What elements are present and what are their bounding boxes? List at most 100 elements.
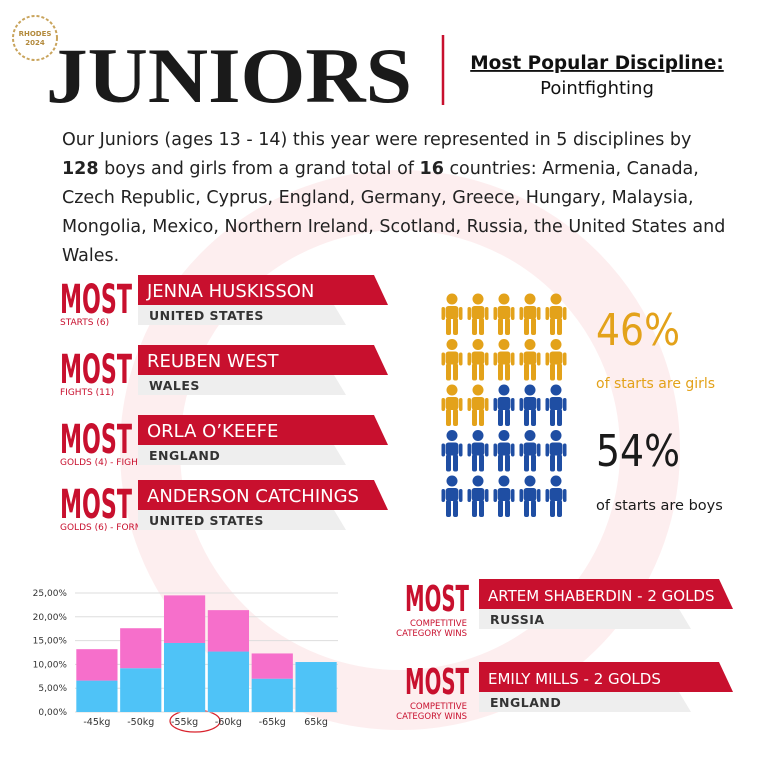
icon-head [524, 384, 536, 396]
icon-arm [563, 398, 567, 411]
icon-leg [505, 363, 510, 381]
icon-arm [493, 307, 497, 320]
icon-leg [550, 409, 555, 426]
icon-leg [498, 500, 503, 517]
icon-arm [459, 307, 463, 320]
discipline-label: Most Popular Discipline: [470, 53, 724, 74]
icon-body [471, 442, 485, 456]
bar [163, 642, 206, 712]
icon-arm [493, 398, 497, 411]
x-tick-label: -50kg [127, 717, 154, 728]
y-tick-label: 25,00% [33, 589, 68, 599]
icon-arm [537, 443, 541, 457]
bar [295, 662, 337, 712]
icon-arm [511, 443, 515, 457]
person-icon [519, 430, 541, 472]
icon-arm [545, 307, 549, 320]
intro-text: Our Juniors (ages 13 - 14) this year wer… [62, 130, 692, 150]
icon-leg [498, 318, 503, 335]
icon-arm [563, 443, 567, 457]
country-banner [138, 445, 346, 465]
intro-number: 128 [62, 159, 99, 179]
win-caption: CATEGORY WINS [396, 712, 467, 722]
icon-head [550, 384, 562, 396]
y-tick-label: 15,00% [33, 637, 68, 647]
y-tick-label: 10,00% [33, 660, 68, 670]
icon-leg [446, 500, 451, 517]
person-icon [545, 339, 567, 381]
icon-body [523, 351, 537, 365]
icon-body [549, 351, 563, 365]
boys-caption: of starts are boys [596, 498, 723, 514]
icon-leg [472, 318, 477, 335]
intro-text: countries: Armenia, Canada, Czech Republ… [62, 159, 726, 266]
most: MOST [60, 347, 132, 393]
person-icon [467, 430, 489, 472]
girls-percent: 46% [596, 305, 680, 356]
record-caption: GOLDS (6) - FORMS [60, 523, 149, 533]
icon-body [445, 397, 459, 410]
win-caption: COMPETITIVE [410, 702, 467, 712]
icon-leg [498, 409, 503, 426]
icon-leg [479, 500, 484, 517]
icon-leg [453, 500, 458, 517]
record-country: UNITED STATES [149, 308, 264, 323]
name-banner [138, 415, 388, 445]
person-icon [545, 293, 567, 335]
icon-arm [459, 489, 463, 502]
name-banner [479, 662, 733, 692]
most: MOST [405, 579, 469, 620]
icon-body [497, 397, 511, 410]
icon-arm [485, 443, 489, 457]
y-tick-label: 0,00% [38, 708, 67, 718]
icon-head [446, 430, 458, 441]
record-name: REUBEN WEST [147, 351, 280, 372]
icon-arm [545, 398, 549, 411]
icon-leg [550, 454, 555, 472]
person-icon [441, 293, 463, 335]
person-icon [441, 384, 463, 426]
icon-leg [557, 409, 562, 426]
record-country: RUSSIA [490, 612, 545, 627]
person-icon [493, 384, 515, 426]
icon-head [498, 475, 510, 487]
y-tick-label: 5,00% [38, 684, 67, 694]
icon-head [498, 430, 510, 441]
icon-arm [493, 489, 497, 502]
most: MOST [60, 482, 132, 528]
icon-body [497, 488, 511, 501]
icon-leg [453, 363, 458, 381]
icon-arm [441, 307, 445, 320]
record-name: ANDERSON CATCHINGS [147, 486, 359, 507]
record-name: JENNA HUSKISSON [146, 281, 314, 302]
icon-arm [467, 489, 471, 502]
y-tick-label: 20,00% [33, 613, 68, 623]
icon-leg [531, 363, 536, 381]
icon-arm [511, 352, 515, 366]
icon-arm [441, 398, 445, 411]
icon-body [445, 351, 459, 365]
intro-text: boys and girls from a grand total of [98, 159, 420, 179]
icon-arm [485, 307, 489, 320]
person-icon [493, 339, 515, 381]
icon-body [549, 397, 563, 410]
icon-leg [479, 318, 484, 335]
person-icon [519, 293, 541, 335]
icon-body [523, 306, 537, 319]
icon-leg [472, 454, 477, 472]
icon-arm [563, 307, 567, 320]
person-icon [493, 475, 515, 517]
record-caption: GOLDS (4) - FIGHTS [60, 458, 149, 468]
name-banner [138, 345, 388, 375]
icon-leg [446, 363, 451, 381]
country-banner [138, 510, 346, 530]
icon-leg [453, 318, 458, 335]
logo-text: RHODES [19, 30, 52, 38]
icon-head [472, 430, 484, 441]
record-caption: STARTS (6) [60, 318, 109, 328]
icon-leg [524, 500, 529, 517]
icon-leg [557, 500, 562, 517]
icon-leg [505, 454, 510, 472]
icon-arm [537, 489, 541, 502]
country-banner [479, 609, 691, 629]
